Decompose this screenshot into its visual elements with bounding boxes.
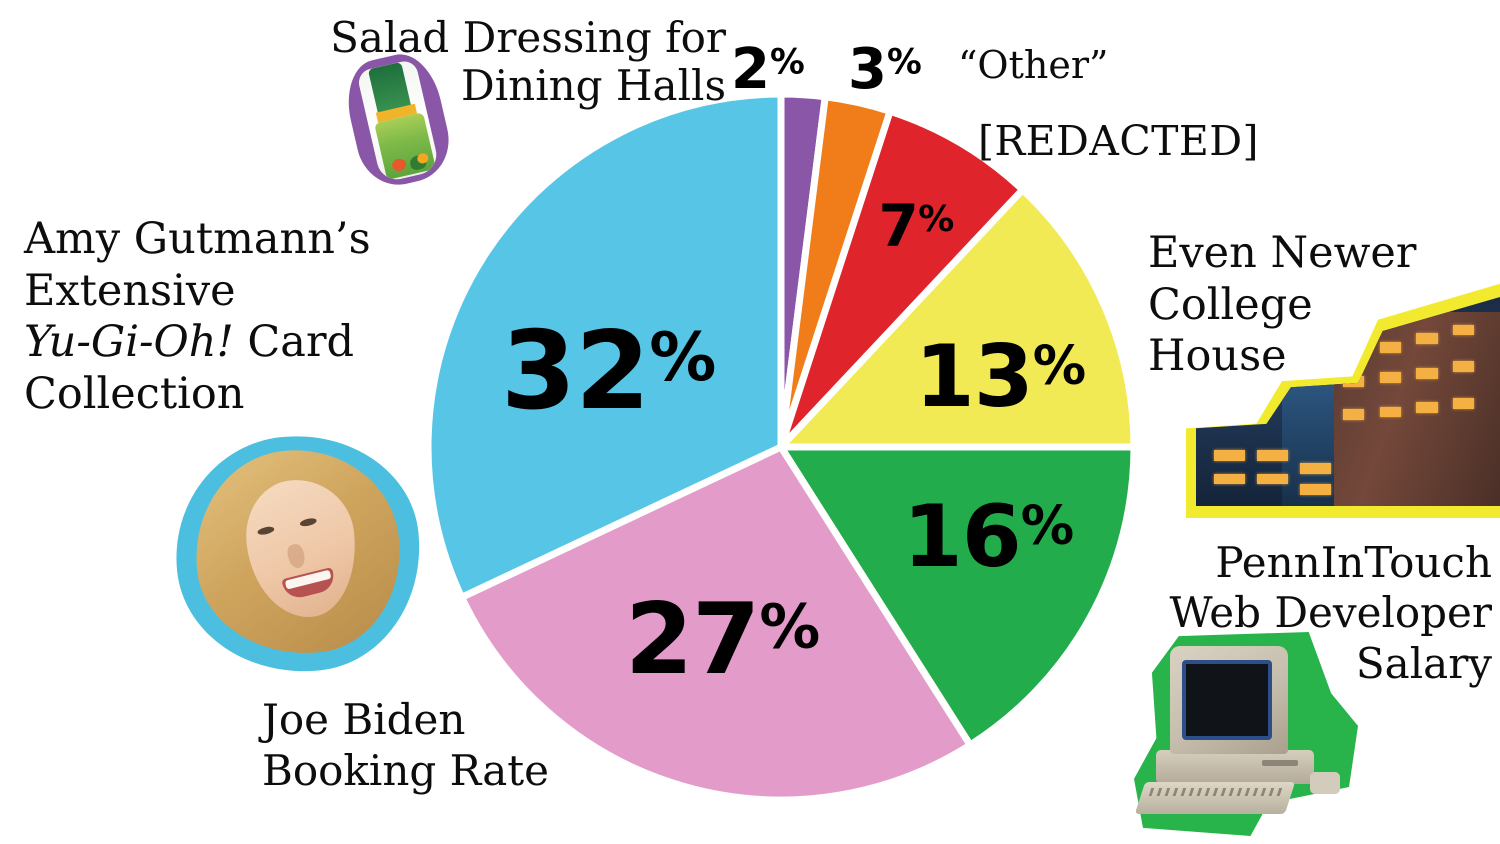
lit-window — [1300, 484, 1331, 496]
lit-window — [1257, 449, 1288, 461]
lit-window — [1214, 449, 1245, 461]
slice-value-orange: 3% — [848, 37, 922, 102]
computer-base — [1156, 750, 1314, 784]
label-gutmann-line2: Extensive — [24, 265, 236, 316]
label-college-house: Even Newer College House — [1148, 228, 1417, 382]
pie-slice-biden-booking[interactable] — [456, 442, 975, 800]
label-biden-booking-rate: Joe Biden Booking Rate — [262, 695, 549, 796]
label-other: “Other” — [958, 43, 1109, 87]
label-pennintouch-salary: PennInTouch Web Developer Salary — [1169, 538, 1493, 688]
label-gutmann-line4: Collection — [24, 368, 245, 419]
slice-value-pink: 27% — [624, 583, 820, 697]
label-gutmann-line3-rest: Card — [233, 317, 355, 368]
lit-window — [1379, 341, 1401, 353]
pie-slice-college-house[interactable] — [772, 184, 1134, 451]
vintage-computer-image — [1134, 632, 1358, 836]
lit-window — [1379, 372, 1401, 383]
lit-window — [1453, 361, 1475, 373]
pie-slice-pennintouch-salary[interactable] — [774, 443, 1134, 750]
keyboard — [1134, 782, 1296, 814]
label-redacted: [REDACTED] — [978, 117, 1259, 165]
pie-chart — [428, 94, 1134, 800]
college-house-building-image — [1186, 282, 1500, 518]
label-salad-dressing: Salad Dressing for Dining Halls — [330, 13, 726, 110]
bottle-label — [374, 112, 436, 184]
slice-value-yellow: 13% — [914, 327, 1086, 427]
floppy-drive-slot — [1262, 760, 1298, 766]
lit-window — [1453, 324, 1475, 336]
lit-window — [1300, 462, 1331, 474]
slice-value-cyan: 32% — [501, 309, 716, 434]
mouse — [1310, 772, 1340, 794]
crt-screen — [1182, 660, 1272, 740]
label-gutmann-italic: Yu-Gi-Oh! — [24, 317, 234, 368]
pie-slice-other-redacted[interactable] — [777, 106, 1028, 450]
keyboard-keys — [1148, 788, 1286, 796]
lit-window — [1342, 346, 1365, 357]
crt-monitor — [1170, 646, 1288, 754]
amy-gutmann-portrait-image — [164, 423, 432, 685]
lit-window — [1342, 408, 1365, 420]
slice-value-red: 7% — [878, 192, 954, 260]
slice-value-purple: 2% — [731, 37, 805, 102]
lit-window — [1379, 406, 1401, 418]
tomato-icon — [390, 157, 408, 173]
lit-window — [1416, 402, 1438, 414]
glass-tower — [1281, 367, 1343, 506]
lit-window — [1453, 398, 1475, 409]
lit-window — [1416, 333, 1438, 344]
label-gutmann-yugioh: Amy Gutmann’s Extensive Yu-Gi-Oh! Card Coll… — [24, 214, 454, 420]
lit-window — [1257, 473, 1288, 485]
label-gutmann-line1: Amy Gutmann’s — [24, 214, 371, 264]
pie-slice-gutmann-yugioh[interactable] — [428, 94, 785, 602]
lit-window — [1416, 367, 1438, 379]
slice-value-green: 16% — [902, 487, 1074, 587]
pie-slices-group — [428, 94, 1134, 800]
building-photo — [1196, 296, 1500, 506]
pie-chart-svg — [428, 94, 1134, 800]
lit-window — [1214, 473, 1245, 485]
